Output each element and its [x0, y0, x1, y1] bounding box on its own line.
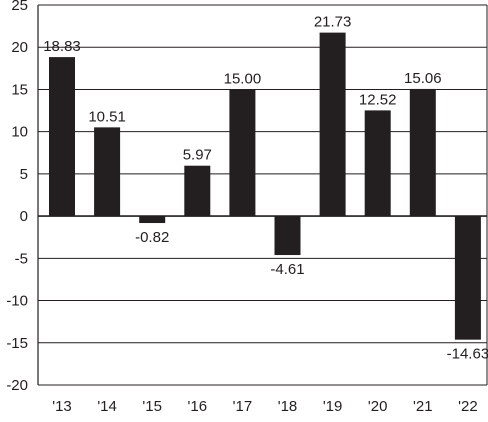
x-tick-label: '14: [97, 398, 117, 415]
y-tick-label: -10: [6, 293, 28, 310]
y-tick-label: -5: [15, 250, 28, 267]
bars: [49, 32, 481, 340]
y-tick-label: 10: [11, 124, 28, 141]
bar: [274, 216, 301, 256]
x-tick-label: '19: [323, 398, 343, 415]
bar: [319, 32, 346, 217]
x-tick-label: '15: [142, 398, 162, 415]
data-label: 21.73: [314, 14, 352, 31]
y-tick-label: 25: [11, 0, 28, 14]
data-label: 18.83: [43, 38, 81, 55]
data-label: 15.06: [404, 70, 442, 87]
bar: [409, 88, 436, 217]
bar: [184, 165, 211, 217]
x-tick-labels: '13 '14 '15 '16 '17 '18 '19 '20 '21 '22: [52, 398, 477, 415]
axes: [37, 5, 488, 385]
y-tick-label: 15: [11, 81, 28, 98]
data-label: -4.61: [270, 261, 304, 278]
x-tick-label: '13: [52, 398, 72, 415]
data-label: -0.82: [135, 229, 169, 246]
x-tick-label: '16: [188, 398, 208, 415]
data-label: 10.51: [88, 108, 126, 125]
y-tick-label: 20: [11, 39, 28, 56]
data-label: 15.00: [224, 70, 262, 87]
x-tick-label: '18: [278, 398, 298, 415]
data-label: 12.52: [359, 91, 397, 108]
x-tick-label: '17: [233, 398, 253, 415]
y-tick-label: 5: [20, 166, 28, 183]
bar: [229, 89, 256, 217]
bar: [139, 216, 166, 224]
data-label: -14.63: [447, 346, 488, 363]
x-tick-label: '21: [413, 398, 433, 415]
y-tick-label: -15: [6, 335, 28, 352]
y-tick-labels: 25 20 15 10 5 0 -5 -10 -15 -20: [6, 0, 28, 394]
y-tick-label: -20: [6, 377, 28, 394]
y-tick-label: 0: [20, 208, 28, 225]
x-tick-label: '22: [458, 398, 478, 415]
bar: [49, 57, 75, 217]
x-tick-label: '20: [368, 398, 388, 415]
data-label: 5.97: [183, 147, 212, 164]
data-labels: 18.83 10.51 -0.82 5.97 15.00 -4.61 21.73 12.52 1…: [43, 14, 488, 363]
bar: [94, 127, 121, 217]
bar: [364, 110, 391, 217]
bar: [454, 216, 481, 340]
